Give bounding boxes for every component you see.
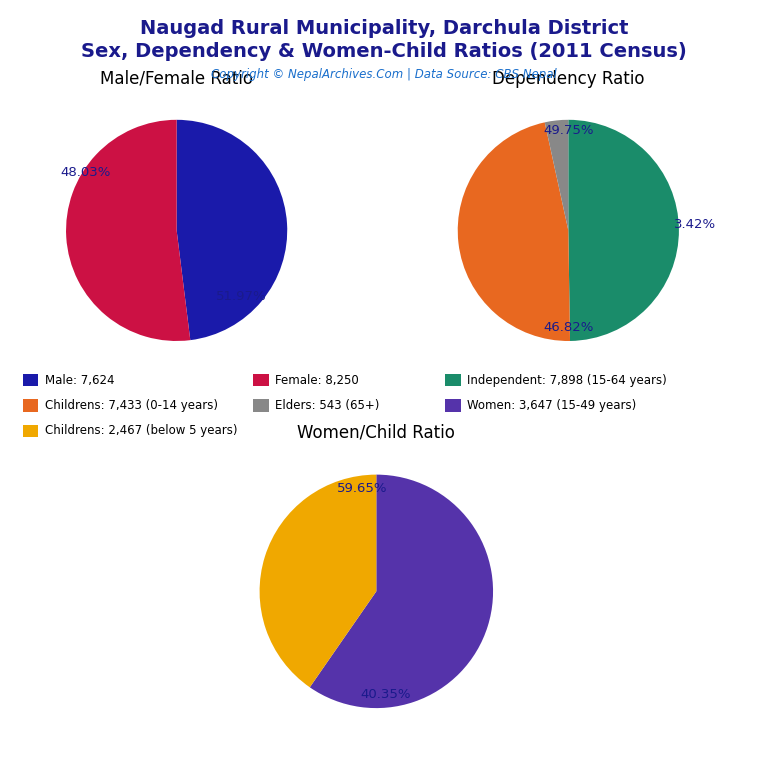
Wedge shape: [177, 120, 287, 340]
Title: Women/Child Ratio: Women/Child Ratio: [297, 423, 455, 441]
Text: Independent: 7,898 (15-64 years): Independent: 7,898 (15-64 years): [467, 374, 667, 386]
Wedge shape: [458, 122, 570, 341]
Text: 48.03%: 48.03%: [61, 167, 111, 180]
Text: 3.42%: 3.42%: [674, 218, 717, 231]
Wedge shape: [545, 120, 568, 230]
Wedge shape: [310, 475, 493, 708]
Text: Copyright © NepalArchives.Com | Data Source: CBS Nepal: Copyright © NepalArchives.Com | Data Sou…: [211, 68, 557, 81]
Text: Naugad Rural Municipality, Darchula District: Naugad Rural Municipality, Darchula Dist…: [140, 19, 628, 38]
Title: Dependency Ratio: Dependency Ratio: [492, 70, 644, 88]
Text: Elders: 543 (65+): Elders: 543 (65+): [275, 399, 379, 412]
Text: Male: 7,624: Male: 7,624: [45, 374, 114, 386]
Text: Female: 8,250: Female: 8,250: [275, 374, 359, 386]
Text: 51.97%: 51.97%: [216, 290, 266, 303]
Text: Sex, Dependency & Women-Child Ratios (2011 Census): Sex, Dependency & Women-Child Ratios (20…: [81, 42, 687, 61]
Text: 40.35%: 40.35%: [360, 687, 411, 700]
Wedge shape: [568, 120, 679, 341]
Text: 59.65%: 59.65%: [337, 482, 388, 495]
Wedge shape: [260, 475, 376, 687]
Wedge shape: [66, 120, 190, 341]
Text: Women: 3,647 (15-49 years): Women: 3,647 (15-49 years): [467, 399, 636, 412]
Text: Childrens: 7,433 (0-14 years): Childrens: 7,433 (0-14 years): [45, 399, 217, 412]
Text: 49.75%: 49.75%: [543, 124, 594, 137]
Text: Childrens: 2,467 (below 5 years): Childrens: 2,467 (below 5 years): [45, 425, 237, 437]
Title: Male/Female Ratio: Male/Female Ratio: [100, 70, 253, 88]
Text: 46.82%: 46.82%: [543, 321, 594, 334]
